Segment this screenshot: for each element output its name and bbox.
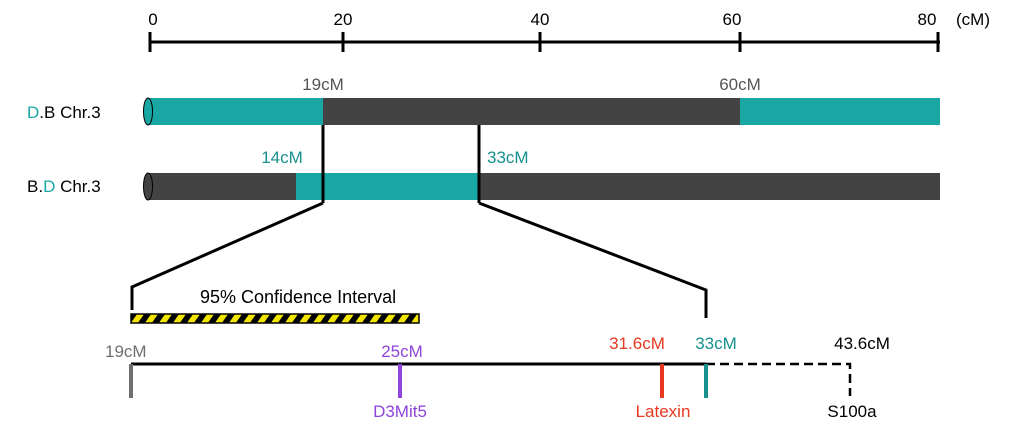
chromosome-db-label-prefix: D [27, 103, 39, 122]
chromosome-bd-breakpoint-right: 33cM [487, 148, 529, 167]
confidence-interval-label: 95% Confidence Interval [200, 287, 396, 307]
marker-d3mit5-name: D3Mit5 [373, 402, 427, 421]
chromosome-db-segment-2 [323, 98, 740, 125]
chromosome-db-cap [143, 97, 153, 126]
chromosome-bd-label-suffix: Chr.3 [55, 177, 100, 196]
chromosome-bd-segment-3 [479, 173, 940, 200]
chromosome-db-segment-3 [740, 98, 940, 125]
chromosome-bd-label-prefix: B. [27, 177, 43, 196]
chromosome-bd-label-mid: D [43, 177, 55, 196]
scale-tick-label-0: 0 [148, 10, 157, 29]
scale-axis: 0 20 40 60 80 (cM) [148, 10, 990, 52]
chromosome-bd-label: B.D Chr.3 [27, 177, 101, 196]
connector-diagonal-left [130, 201, 324, 310]
marker-s100a-name: S100a [827, 402, 877, 421]
marker-s100a-position: 43.6cM [834, 334, 890, 353]
marker-start-position: 19cM [105, 342, 147, 361]
chromosome-bd-segment-1 [148, 173, 296, 200]
fine-map: 19cM 25cM D3Mit5 31.6cM Latexin 33cM 43.… [105, 334, 890, 421]
zoom-connectors [130, 125, 708, 318]
chromosome-db-breakpoint-right: 60cM [719, 75, 761, 94]
chromosome-db-label-rest: .B Chr.3 [39, 103, 100, 122]
chromosome-bd-segment-2 [296, 173, 479, 200]
confidence-interval-bar [130, 313, 420, 324]
chromosome-bd-breakpoint-left: 14cM [261, 148, 303, 167]
chromosome-bd: B.D Chr.3 14cM 33cM [27, 148, 940, 201]
chromosome-db-segment-1 [148, 98, 323, 125]
confidence-interval: 95% Confidence Interval [130, 287, 420, 324]
chromosome-db-label: D.B Chr.3 [27, 103, 101, 122]
scale-tick-label-20: 20 [334, 10, 353, 29]
marker-end-position: 33cM [695, 334, 737, 353]
marker-latexin-name: Latexin [636, 402, 691, 421]
fine-map-extension-dashed [706, 362, 852, 396]
chromosome-bd-cap [143, 172, 153, 201]
chromosome-db: D.B Chr.3 19cM 60cM [27, 75, 940, 126]
marker-latexin-position: 31.6cM [609, 334, 665, 353]
scale-unit-label: (cM) [956, 10, 990, 29]
scale-tick-label-80: 80 [918, 10, 937, 29]
scale-tick-label-40: 40 [531, 10, 550, 29]
connector-diagonal-right [478, 201, 708, 318]
chromosome-db-breakpoint-left: 19cM [302, 75, 344, 94]
scale-tick-label-60: 60 [723, 10, 742, 29]
marker-d3mit5-position: 25cM [381, 342, 423, 361]
